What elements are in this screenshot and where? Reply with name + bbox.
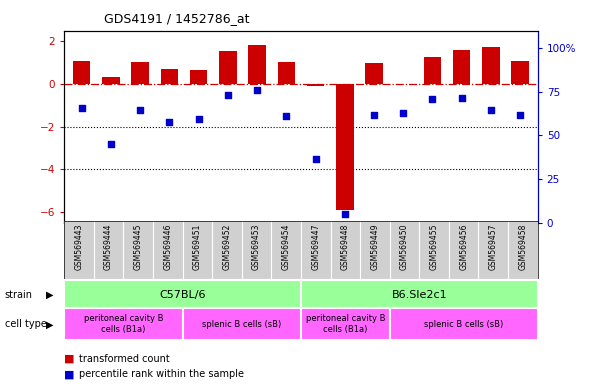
Text: GSM569452: GSM569452 xyxy=(222,224,232,270)
Bar xyxy=(301,280,538,309)
Text: GSM569457: GSM569457 xyxy=(489,224,498,270)
Text: GSM569458: GSM569458 xyxy=(518,224,527,270)
Bar xyxy=(277,62,295,84)
Bar xyxy=(301,308,390,340)
Bar xyxy=(64,308,183,340)
Text: GSM569449: GSM569449 xyxy=(370,224,379,270)
Text: ■: ■ xyxy=(64,369,75,379)
Bar xyxy=(482,47,500,84)
Point xyxy=(457,95,467,101)
Point xyxy=(194,116,203,122)
Bar xyxy=(73,61,90,84)
Text: C57BL/6: C57BL/6 xyxy=(159,290,206,300)
Bar xyxy=(511,61,529,84)
Point xyxy=(398,110,408,116)
Text: ▶: ▶ xyxy=(46,319,54,329)
Text: GDS4191 / 1452786_at: GDS4191 / 1452786_at xyxy=(104,12,249,25)
Bar xyxy=(64,280,301,309)
Bar xyxy=(453,50,470,84)
Text: peritoneal cavity B
cells (B1a): peritoneal cavity B cells (B1a) xyxy=(84,314,163,334)
Text: strain: strain xyxy=(5,290,33,300)
Bar xyxy=(390,308,538,340)
Bar xyxy=(365,63,382,84)
Text: transformed count: transformed count xyxy=(79,354,170,364)
Text: ▶: ▶ xyxy=(46,290,54,300)
Bar xyxy=(161,69,178,84)
Bar xyxy=(336,84,354,210)
Bar xyxy=(183,308,301,340)
Point xyxy=(164,119,174,126)
Point xyxy=(310,156,320,162)
Text: GSM569446: GSM569446 xyxy=(163,224,172,270)
Text: GSM569445: GSM569445 xyxy=(134,224,142,270)
Bar xyxy=(219,51,236,84)
Text: GSM569451: GSM569451 xyxy=(193,224,202,270)
Bar xyxy=(248,45,266,84)
Text: cell type: cell type xyxy=(5,319,47,329)
Text: splenic B cells (sB): splenic B cells (sB) xyxy=(424,319,503,329)
Point xyxy=(77,104,87,111)
Bar xyxy=(423,57,441,84)
Point xyxy=(486,107,496,113)
Text: ■: ■ xyxy=(64,354,75,364)
Point xyxy=(223,92,233,98)
Bar xyxy=(190,70,207,84)
Text: GSM569454: GSM569454 xyxy=(282,224,291,270)
Text: GSM569456: GSM569456 xyxy=(459,224,468,270)
Text: GSM569448: GSM569448 xyxy=(341,224,350,270)
Point xyxy=(428,96,437,102)
Text: splenic B cells (sB): splenic B cells (sB) xyxy=(202,319,281,329)
Point xyxy=(106,141,116,147)
Text: GSM569450: GSM569450 xyxy=(400,224,409,270)
Text: percentile rank within the sample: percentile rank within the sample xyxy=(79,369,244,379)
Bar xyxy=(307,84,324,86)
Point xyxy=(135,107,145,113)
Point xyxy=(282,113,291,119)
Text: GSM569455: GSM569455 xyxy=(430,224,439,270)
Bar xyxy=(131,62,149,84)
Point xyxy=(515,112,525,118)
Bar xyxy=(102,76,120,84)
Point xyxy=(340,211,349,217)
Text: GSM569453: GSM569453 xyxy=(252,224,261,270)
Text: peritoneal cavity B
cells (B1a): peritoneal cavity B cells (B1a) xyxy=(306,314,385,334)
Text: GSM569444: GSM569444 xyxy=(104,224,113,270)
Text: GSM569443: GSM569443 xyxy=(75,224,84,270)
Text: B6.Sle2c1: B6.Sle2c1 xyxy=(392,290,447,300)
Point xyxy=(252,88,262,94)
Point xyxy=(369,112,379,118)
Text: GSM569447: GSM569447 xyxy=(311,224,320,270)
